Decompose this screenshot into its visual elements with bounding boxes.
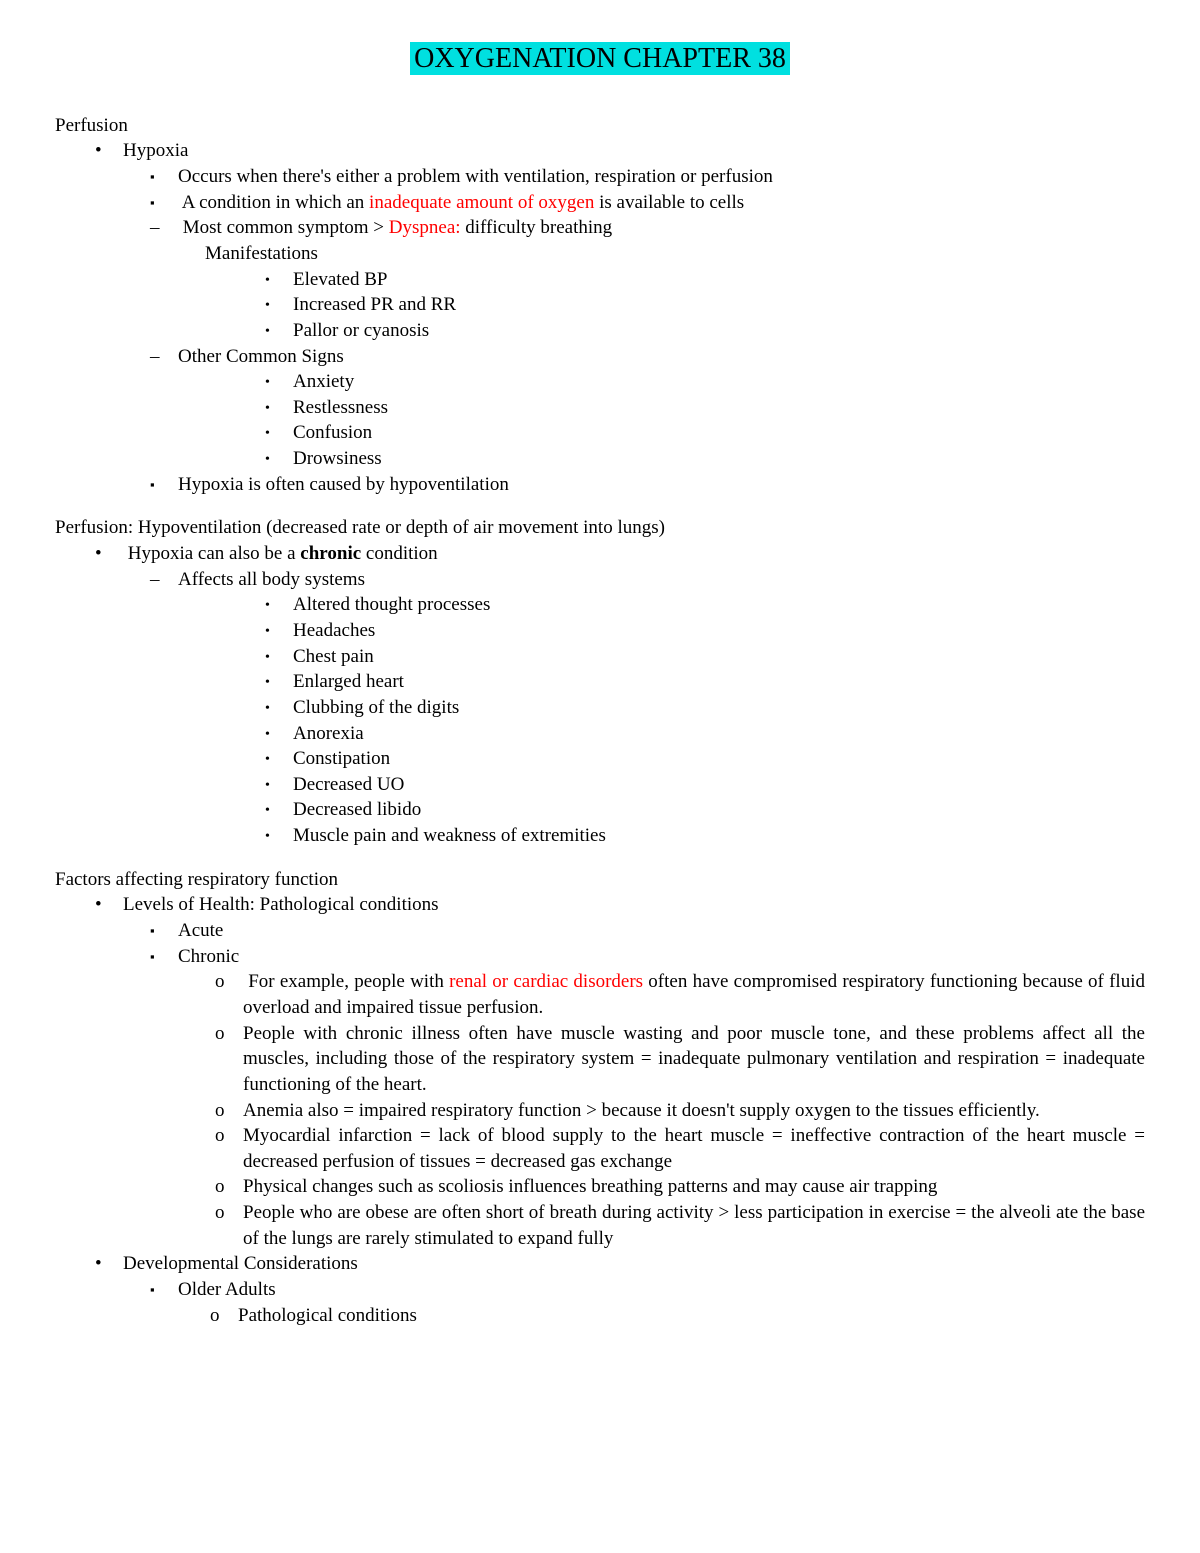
text-symptom-red: Dyspnea: (389, 217, 461, 238)
text-symptom-pre: Most common symptom > (183, 217, 389, 238)
item-c1: For example, people with renal or cardia… (215, 969, 1145, 1020)
text-condition-pre: A condition in which an (182, 192, 369, 213)
item-hypoxia: Hypoxia (95, 138, 1145, 164)
item-other-signs: Other Common Signs (150, 344, 1145, 370)
item-caused: Hypoxia is often caused by hypoventilati… (150, 472, 1145, 498)
item-b1: Altered thought processes (265, 592, 1145, 618)
item-affects: Affects all body systems (150, 567, 1145, 593)
item-dev: Developmental Considerations (95, 1251, 1145, 1277)
item-s1: Anxiety (265, 369, 1145, 395)
item-b4: Enlarged heart (265, 669, 1145, 695)
item-b5: Clubbing of the digits (265, 695, 1145, 721)
item-s3: Confusion (265, 420, 1145, 446)
text-c1-pre: For example, people with (248, 971, 449, 992)
item-levels: Levels of Health: Pathological condition… (95, 892, 1145, 918)
item-c4: Myocardial infarction = lack of blood su… (215, 1123, 1145, 1174)
page-title-container: OXYGENATION CHAPTER 38 (55, 40, 1145, 78)
heading-factors: Factors affecting respiratory function (55, 867, 1145, 893)
item-occurs: Occurs when there's either a problem wit… (150, 164, 1145, 190)
text-chronic-bold: chronic (300, 543, 361, 564)
item-symptom: Most common symptom > Dyspnea: difficult… (150, 215, 1145, 241)
text-symptom-post: difficulty breathing (461, 217, 613, 238)
text-chronic-post: condition (361, 543, 438, 564)
item-chronic-label: Chronic (150, 944, 1145, 970)
item-b2: Headaches (265, 618, 1145, 644)
item-path: Pathological conditions (210, 1303, 1145, 1329)
item-acute: Acute (150, 918, 1145, 944)
item-b3: Chest pain (265, 644, 1145, 670)
item-older: Older Adults (150, 1277, 1145, 1303)
text-condition-red: inadequate amount of oxygen (369, 192, 594, 213)
text-c1-red: renal or cardiac disorders (449, 971, 643, 992)
item-s4: Drowsiness (265, 446, 1145, 472)
section-perfusion: Perfusion Hypoxia Occurs when there's ei… (55, 113, 1145, 498)
item-c5: Physical changes such as scoliosis influ… (215, 1174, 1145, 1200)
item-m1: Elevated BP (265, 267, 1145, 293)
item-b9: Decreased libido (265, 797, 1145, 823)
item-b10: Muscle pain and weakness of extremities (265, 823, 1145, 849)
page-title: OXYGENATION CHAPTER 38 (410, 42, 790, 75)
item-c3: Anemia also = impaired respiratory funct… (215, 1098, 1145, 1124)
heading-hypoventilation: Perfusion: Hypoventilation (decreased ra… (55, 515, 1145, 541)
section-hypoventilation: Perfusion: Hypoventilation (decreased ra… (55, 515, 1145, 848)
item-condition: A condition in which an inadequate amoun… (150, 190, 1145, 216)
item-s2: Restlessness (265, 395, 1145, 421)
heading-perfusion: Perfusion (55, 113, 1145, 139)
item-m2: Increased PR and RR (265, 292, 1145, 318)
text-condition-post: is available to cells (594, 192, 744, 213)
item-c2: People with chronic illness often have m… (215, 1021, 1145, 1098)
text-chronic-pre: Hypoxia can also be a (128, 543, 301, 564)
item-m3: Pallor or cyanosis (265, 318, 1145, 344)
label-manifestations: Manifestations (205, 241, 1145, 267)
item-c6: People who are obese are often short of … (215, 1200, 1145, 1251)
section-factors: Factors affecting respiratory function L… (55, 867, 1145, 1329)
item-b6: Anorexia (265, 721, 1145, 747)
item-b8: Decreased UO (265, 772, 1145, 798)
chronic-details: For example, people with renal or cardia… (55, 969, 1145, 1251)
item-b7: Constipation (265, 746, 1145, 772)
item-chronic: Hypoxia can also be a chronic condition (95, 541, 1145, 567)
